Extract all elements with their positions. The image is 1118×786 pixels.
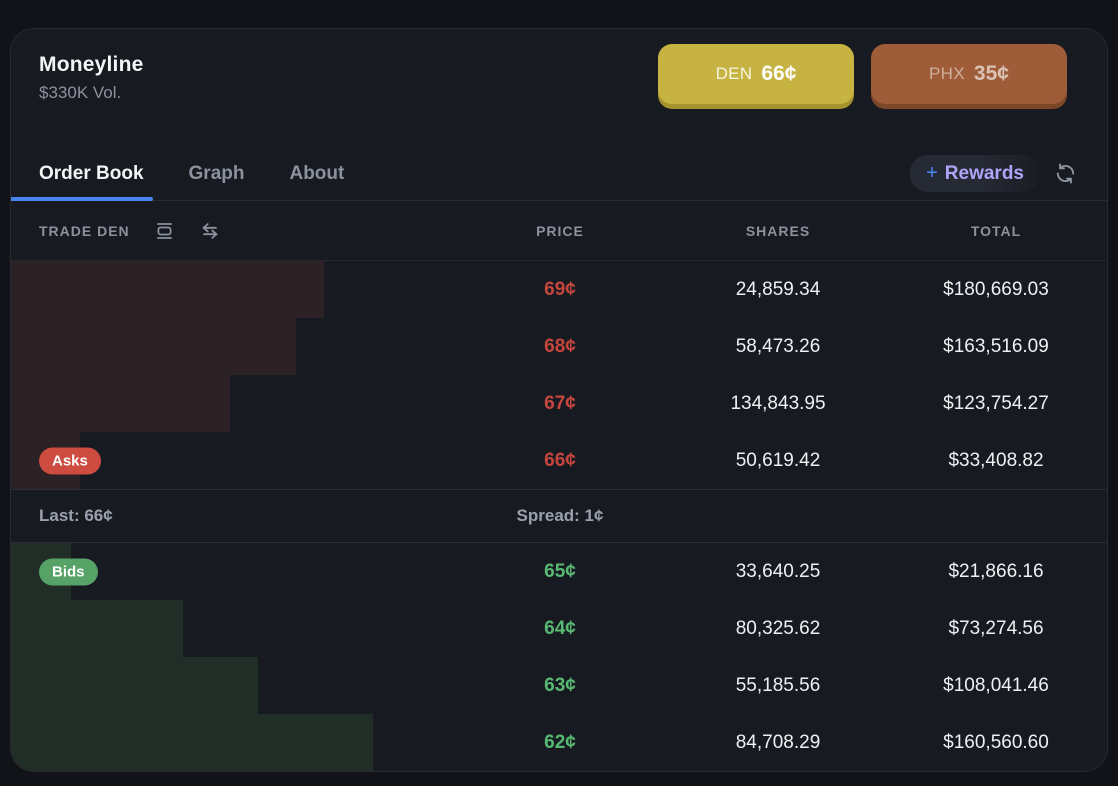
- tab-order-book[interactable]: Order Book: [39, 162, 144, 184]
- row-badge-slot: Asks: [11, 432, 451, 489]
- bid-row[interactable]: 63¢ 55,185.56 $108,041.46: [11, 657, 1107, 714]
- market-header: Moneyline $330K Vol. DEN 66¢ PHX 35¢: [11, 29, 1107, 147]
- depth-rows-icon: [154, 220, 175, 241]
- plus-icon: +: [926, 162, 938, 184]
- shares-cell: 33,640.25: [735, 560, 821, 582]
- order-book-header: TRADE DEN: [11, 201, 1107, 261]
- ask-row[interactable]: 69¢ 24,859.34 $180,669.03: [11, 261, 1107, 318]
- bid-row[interactable]: Bids 65¢ 33,640.25 $21,866.16: [11, 543, 1107, 600]
- depth-bar: [11, 600, 184, 657]
- depth-bar: [11, 318, 296, 375]
- rewards-button[interactable]: + Rewards: [910, 155, 1040, 192]
- asks-badge: Asks: [39, 447, 101, 474]
- ask-row[interactable]: 67¢ 134,843.95 $123,754.27: [11, 375, 1107, 432]
- tab-bar-actions: + Rewards: [910, 155, 1077, 192]
- last-spread-row: Last: 66¢ Spread: 1¢: [11, 489, 1107, 543]
- row-badge-slot: [11, 375, 451, 432]
- total-cell: $163,516.09: [943, 335, 1049, 357]
- total-cell: $33,408.82: [948, 449, 1044, 471]
- row-badge-slot: Bids: [11, 543, 451, 600]
- outcome-button-phx[interactable]: PHX 35¢: [871, 44, 1067, 104]
- total-cell: $108,041.46: [943, 674, 1049, 696]
- trade-side-label: TRADE DEN: [39, 222, 130, 239]
- market-card: Moneyline $330K Vol. DEN 66¢ PHX 35¢ Order …: [10, 28, 1108, 772]
- column-header-shares: SHARES: [745, 222, 811, 239]
- row-badge-slot: [11, 714, 451, 771]
- total-cell: $21,866.16: [948, 560, 1044, 582]
- price-cell: 69¢: [544, 278, 576, 300]
- trade-header-cell: TRADE DEN: [11, 220, 451, 242]
- total-cell: $73,274.56: [948, 617, 1044, 639]
- price-cell: 65¢: [544, 560, 576, 582]
- price-cell: 64¢: [544, 617, 576, 639]
- refresh-button[interactable]: [1054, 162, 1077, 185]
- outcome-team-label: DEN: [715, 64, 753, 83]
- shares-cell: 134,843.95: [730, 392, 826, 414]
- outcome-price-label: 35¢: [973, 62, 1009, 85]
- bid-row[interactable]: 64¢ 80,325.62 $73,274.56: [11, 600, 1107, 657]
- total-cell: $160,560.60: [943, 731, 1049, 753]
- price-cell: 67¢: [544, 392, 576, 414]
- ask-row[interactable]: 68¢ 58,473.26 $163,516.09: [11, 318, 1107, 375]
- tab-about[interactable]: About: [289, 162, 345, 184]
- row-badge-slot: [11, 318, 451, 375]
- depth-bar: [11, 261, 325, 318]
- market-title: Moneyline: [39, 53, 144, 76]
- tab-list: Order Book Graph About: [39, 163, 344, 185]
- swap-arrows-icon: [199, 220, 221, 242]
- bids-section: Bids 65¢ 33,640.25 $21,866.16 64¢ 80,325…: [11, 543, 1107, 771]
- outcome-buttons: DEN 66¢ PHX 35¢: [658, 44, 1067, 104]
- swap-side-button[interactable]: [199, 220, 221, 242]
- shares-cell: 55,185.56: [735, 674, 821, 696]
- shares-cell: 84,708.29: [735, 731, 821, 753]
- last-price-label: Last: 66¢: [39, 506, 113, 525]
- price-cell: 63¢: [544, 674, 576, 696]
- shares-cell: 58,473.26: [735, 335, 821, 357]
- tab-bar: Order Book Graph About + Rewards: [11, 147, 1107, 201]
- price-cell: 68¢: [544, 335, 576, 357]
- market-volume: $330K Vol.: [39, 83, 122, 102]
- refresh-icon: [1054, 162, 1077, 185]
- outcome-button-den[interactable]: DEN 66¢: [658, 44, 854, 104]
- column-header-price: PRICE: [536, 222, 584, 239]
- depth-bar: [11, 375, 231, 432]
- depth-bar: [11, 657, 258, 714]
- total-cell: $180,669.03: [943, 278, 1049, 300]
- row-badge-slot: [11, 657, 451, 714]
- ask-row[interactable]: Asks 66¢ 50,619.42 $33,408.82: [11, 432, 1107, 489]
- total-cell: $123,754.27: [943, 392, 1049, 414]
- shares-cell: 24,859.34: [735, 278, 821, 300]
- spread-label: Spread: 1¢: [516, 506, 604, 525]
- rewards-label: Rewards: [944, 162, 1024, 184]
- price-cell: 66¢: [544, 449, 576, 471]
- active-tab-underline: [11, 197, 153, 201]
- shares-cell: 80,325.62: [735, 617, 821, 639]
- asks-section: 69¢ 24,859.34 $180,669.03 68¢ 58,473.26 …: [11, 261, 1107, 489]
- bid-row[interactable]: 62¢ 84,708.29 $160,560.60: [11, 714, 1107, 771]
- bids-badge: Bids: [39, 558, 98, 585]
- shares-cell: 50,619.42: [735, 449, 821, 471]
- depth-view-toggle[interactable]: [154, 220, 175, 241]
- outcome-price-label: 66¢: [761, 62, 797, 85]
- depth-bar: [11, 714, 373, 771]
- outcome-team-label: PHX: [929, 64, 965, 83]
- row-badge-slot: [11, 600, 451, 657]
- tab-graph[interactable]: Graph: [188, 162, 245, 184]
- row-badge-slot: [11, 261, 451, 318]
- price-cell: 62¢: [544, 731, 576, 753]
- column-header-total: TOTAL: [970, 222, 1022, 239]
